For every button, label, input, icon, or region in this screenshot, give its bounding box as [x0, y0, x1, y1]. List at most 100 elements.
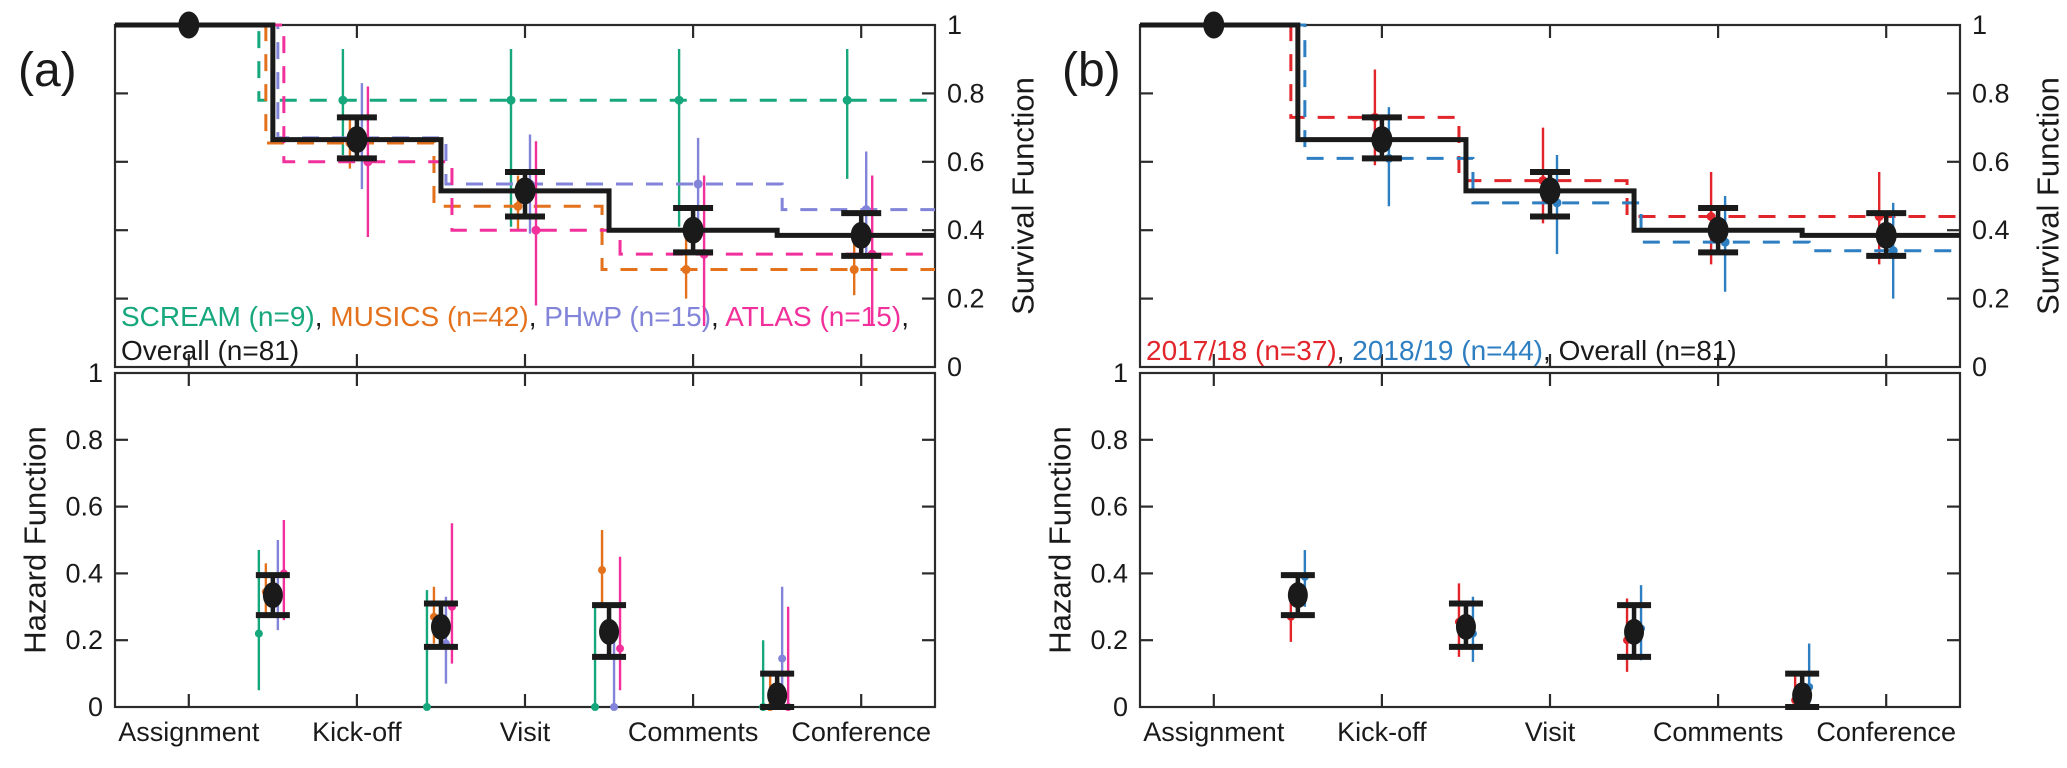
- category-label-visit: Visit: [500, 717, 551, 747]
- hazard-marker: [599, 618, 620, 645]
- category-label-assignment: Assignment: [118, 717, 260, 747]
- survival-marker: [1707, 216, 1729, 244]
- category-label-kick-off: Kick-off: [312, 717, 402, 747]
- legend-text: 2017/18 (n=37): [1146, 335, 1337, 366]
- survival-step-line: [115, 23, 935, 212]
- survival-marker: [682, 216, 704, 244]
- hazard-axis-title: Hazard Function: [1043, 426, 1078, 653]
- survival-marker: [531, 225, 541, 235]
- survival-marker: [346, 126, 368, 154]
- survival-ytick-label-0: 0: [1972, 352, 1987, 382]
- survival-step-line: [1140, 23, 1960, 219]
- hazard-marker: [1287, 582, 1308, 609]
- survival-marker: [693, 179, 703, 189]
- survival-ytick-label-0-8: 0.8: [947, 78, 985, 108]
- survival-marker: [514, 177, 536, 205]
- legend-text: ,: [1337, 335, 1353, 366]
- hazard-marker: [262, 582, 283, 609]
- survival-marker: [681, 265, 691, 275]
- axis-ticks: [115, 25, 935, 707]
- hazard-ytick-label-0-6: 0.6: [65, 492, 103, 522]
- hazard-marker: [591, 703, 600, 711]
- survival-ytick-label-0-8: 0.8: [1972, 78, 2010, 108]
- legend-text: Overall (n=81): [121, 335, 299, 366]
- panel--a--survival-series-scream: [115, 23, 935, 227]
- survival-ytick-label-1: 1: [1972, 10, 1987, 40]
- hazard-marker: [778, 654, 787, 663]
- hazard-marker: [254, 629, 263, 638]
- hazard-marker: [422, 703, 431, 711]
- survival-step-line: [115, 23, 935, 102]
- legend-text: ,: [711, 301, 725, 332]
- panel--b-: 0 0 0.2 0.2 0.4 0.4 0.6 0.6 0.8 0.8 1 1 Survival Fun…: [1043, 10, 2066, 747]
- hazard-ytick-label-1: 1: [88, 358, 103, 388]
- survival-marker: [513, 201, 523, 211]
- hazard-ytick-label-0-2: 0.2: [1090, 625, 1128, 655]
- panel-letter: (a): [18, 44, 77, 97]
- legend-text: 2018/19 (n=44): [1352, 335, 1543, 366]
- survival-step-line: [115, 23, 935, 256]
- hazard-marker: [610, 703, 619, 711]
- legend-text: ,: [1543, 335, 1559, 366]
- legend-text: ,: [901, 301, 909, 332]
- survival-marker: [506, 95, 516, 105]
- legend-text: ATLAS (n=15): [725, 301, 901, 332]
- legend-text: PHwP (n=15): [544, 301, 711, 332]
- survival-marker: [1875, 221, 1897, 249]
- hazard-marker: [430, 613, 451, 640]
- hazard-ytick-label-0: 0: [88, 692, 103, 722]
- hazard-ytick-label-0-8: 0.8: [65, 425, 103, 455]
- survival-marker: [849, 265, 859, 275]
- panel--a-: 0 0 0.2 0.2 0.4 0.4 0.6 0.6 0.8 0.8 1 1 Survival Fun…: [18, 10, 1041, 747]
- survival-ytick-label-1: 1: [947, 10, 962, 40]
- category-label-assignment: Assignment: [1143, 717, 1285, 747]
- hazard-ytick-label-0: 0: [1113, 692, 1128, 722]
- survival-step-line: [115, 23, 935, 272]
- hazard-ytick-label-0-4: 0.4: [65, 558, 103, 588]
- hazard-ytick-label-0-4: 0.4: [1090, 558, 1128, 588]
- hazard-ytick-label-0-2: 0.2: [65, 625, 103, 655]
- category-label-conference: Conference: [1816, 717, 1956, 747]
- legend-line-2: Overall (n=81): [121, 335, 299, 366]
- hazard-marker: [598, 566, 607, 575]
- legend-text: SCREAM (n=9): [121, 301, 315, 332]
- panel-letter: (b): [1062, 44, 1121, 97]
- category-label-kick-off: Kick-off: [1337, 717, 1427, 747]
- hazard-ytick-label-0-6: 0.6: [1090, 492, 1128, 522]
- panel--a--survival-series-overall: [115, 11, 935, 259]
- hazard-marker: [1624, 618, 1645, 645]
- panel--b--survival-series-2017-18: [1140, 23, 1960, 265]
- panel--a--hazard-series-overall: [255, 572, 795, 710]
- survival-axis-title: Survival Function: [1006, 77, 1041, 315]
- survival-marker: [178, 11, 200, 39]
- survival-marker: [1203, 11, 1225, 39]
- hazard-marker: [1455, 613, 1476, 640]
- panel--b--survival-series-overall: [1140, 11, 1960, 259]
- hazard-ytick-label-1: 1: [1113, 358, 1128, 388]
- survival-ytick-label-0-2: 0.2: [1972, 284, 2010, 314]
- survival-marker: [842, 95, 852, 105]
- legend-line-1: SCREAM (n=9), MUSICS (n=42), PHwP (n=15)…: [121, 301, 909, 332]
- legend-text: Overall (n=81): [1559, 335, 1737, 366]
- survival-ytick-label-0-6: 0.6: [947, 147, 985, 177]
- survival-marker: [1539, 177, 1561, 205]
- legend-line-1: 2017/18 (n=37), 2018/19 (n=44), Overall …: [1146, 335, 1737, 366]
- category-label-comments: Comments: [628, 717, 759, 747]
- survival-marker: [674, 95, 684, 105]
- category-label-comments: Comments: [1653, 717, 1784, 747]
- hazard-axis-title: Hazard Function: [18, 426, 53, 653]
- survival-ytick-label-0-2: 0.2: [947, 284, 985, 314]
- panel--b--hazard-series-overall: [1280, 572, 1820, 710]
- survival-ytick-label-0: 0: [947, 352, 962, 382]
- survival-marker: [1371, 126, 1393, 154]
- survival-ytick-label-0-6: 0.6: [1972, 147, 2010, 177]
- survival-axis-title: Survival Function: [2031, 77, 2066, 315]
- survival-marker: [850, 221, 872, 249]
- category-label-conference: Conference: [791, 717, 931, 747]
- category-label-visit: Visit: [1525, 717, 1576, 747]
- survival-ytick-label-0-4: 0.4: [1972, 215, 2010, 245]
- survival-marker: [338, 95, 348, 105]
- hazard-marker: [1792, 682, 1813, 709]
